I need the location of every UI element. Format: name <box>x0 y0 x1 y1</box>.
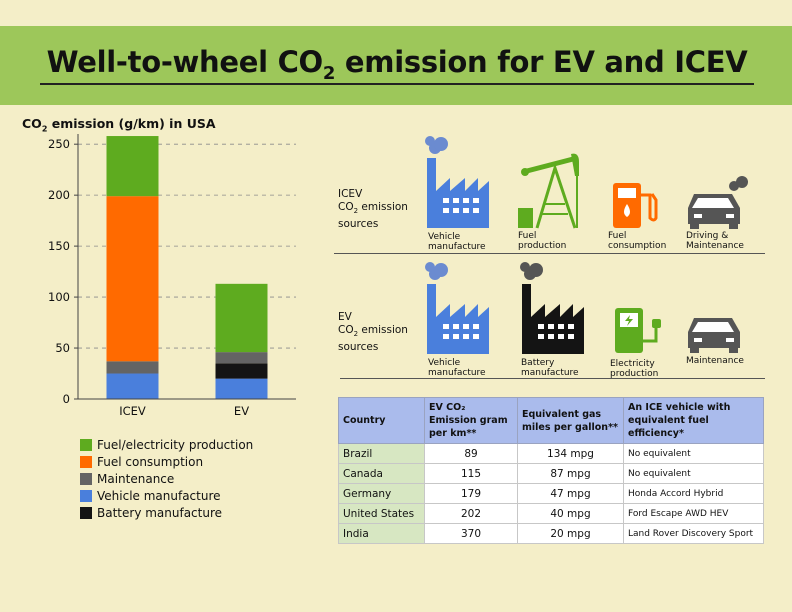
bar-segment <box>106 373 159 399</box>
legend-label: Maintenance <box>97 471 175 486</box>
fuel-pump-icon <box>613 183 658 228</box>
chart-legend: Fuel/electricity production Fuel consumpt… <box>80 436 253 521</box>
bar-chart: 0 50 100 150 200 250 ICEV EV <box>48 134 296 418</box>
cell-mpg: 87 mpg <box>517 463 624 484</box>
y-tick-label: 250 <box>48 137 70 151</box>
cell-vehicle: No equivalent <box>623 443 764 464</box>
ev-caption-maintenance: Maintenance <box>686 356 744 366</box>
title-underline <box>40 83 754 85</box>
table-row: United States 202 40 mpg Ford Escape AWD… <box>338 503 764 524</box>
icev-caption-fuel-consumption: Fuel consumption <box>608 231 667 251</box>
header-ev-emission: EV CO₂ Emission gram per km** <box>424 397 518 444</box>
y-tick-label: 100 <box>48 290 70 304</box>
y-tick-label: 50 <box>55 341 70 355</box>
legend-swatch <box>80 506 92 519</box>
legend-swatch <box>80 455 92 468</box>
ev-label-line1: EV <box>338 311 352 323</box>
ev-label-line2: CO2 emission <box>338 324 408 339</box>
chart-bars <box>106 136 268 399</box>
cell-mpg: 40 mpg <box>517 503 624 524</box>
y-tick-label: 150 <box>48 239 70 253</box>
ev-label-line3: sources <box>338 341 379 354</box>
icev-caption-vehicle: Vehicle manufacture <box>428 232 486 252</box>
cell-emission: 370 <box>424 523 518 544</box>
cell-mpg: 47 mpg <box>517 483 624 504</box>
legend-swatch <box>80 438 92 451</box>
factory-icon <box>425 136 489 228</box>
x-tick-label: ICEV <box>119 404 146 418</box>
icev-sources-label: ICEV CO2 emission sources <box>338 188 408 231</box>
legend-item: Fuel/electricity production <box>80 436 253 453</box>
ev-caption-battery: Battery manufacture <box>521 358 579 378</box>
grid-lines <box>74 143 296 400</box>
table-row: Germany 179 47 mpg Honda Accord Hybrid <box>338 483 764 504</box>
cell-mpg: 20 mpg <box>517 523 624 544</box>
x-tick-label: EV <box>234 404 249 418</box>
legend-label: Fuel/electricity production <box>97 437 254 452</box>
header-equivalent-mpg: Equivalent gas miles per gallon** <box>517 397 624 444</box>
legend-label: Battery manufacture <box>97 505 223 520</box>
icev-caption-driving: Driving & Maintenance <box>686 231 744 251</box>
y-tick-labels: 0 50 100 150 200 250 <box>48 137 70 406</box>
bar-segment <box>106 361 159 374</box>
icev-label-line2: CO2 emission <box>338 201 408 216</box>
table-row: Brazil 89 134 mpg No equivalent <box>338 443 764 464</box>
header-band <box>0 26 792 105</box>
battery-factory-icon <box>520 262 584 354</box>
page-title: Well-to-wheel CO2 emission for EV and IC… <box>46 45 748 84</box>
ev-caption-electricity: Electricity production <box>610 359 659 379</box>
ev-sources-label: EV CO2 emission sources <box>338 311 408 354</box>
icev-label-line1: ICEV <box>338 188 363 200</box>
y-tick-label: 200 <box>48 188 70 202</box>
legend-item: Battery manufacture <box>80 504 253 521</box>
legend-item: Maintenance <box>80 470 253 487</box>
bar-segment <box>215 378 268 399</box>
table-header-row: Country EV CO₂ Emission gram per km** Eq… <box>338 397 764 444</box>
icev-caption-fuel-production: Fuel production <box>518 231 567 251</box>
cell-emission: 89 <box>424 443 518 464</box>
cell-mpg: 134 mpg <box>517 443 624 464</box>
cell-emission: 202 <box>424 503 518 524</box>
header-country: Country <box>338 397 425 444</box>
legend-item: Vehicle manufacture <box>80 487 253 504</box>
bar-segment <box>215 352 268 364</box>
legend-swatch <box>80 489 92 502</box>
bar-segment <box>106 196 159 362</box>
legend-swatch <box>80 472 92 485</box>
cell-country: United States <box>338 503 425 524</box>
bar-segment <box>215 283 268 353</box>
cell-country: India <box>338 523 425 544</box>
x-tick-labels: ICEV EV <box>119 404 249 418</box>
car-icon <box>688 318 740 353</box>
table-row: India 370 20 mpg Land Rover Discovery Sp… <box>338 523 764 544</box>
chart-title: CO2 emission (g/km) in USA <box>22 116 216 134</box>
ev-caption-vehicle: Vehicle manufacture <box>428 358 486 378</box>
panel-divider-2 <box>340 378 765 379</box>
icev-label-line3: sources <box>338 218 379 231</box>
cell-vehicle: No equivalent <box>623 463 764 484</box>
cell-country: Brazil <box>338 443 425 464</box>
oil-pump-icon <box>518 153 579 229</box>
cell-emission: 179 <box>424 483 518 504</box>
bar-segment <box>215 363 268 379</box>
factory-icon <box>425 262 489 354</box>
charger-icon <box>615 308 661 353</box>
legend-label: Fuel consumption <box>97 454 204 469</box>
cell-vehicle: Ford Escape AWD HEV <box>623 503 764 524</box>
cell-vehicle: Honda Accord Hybrid <box>623 483 764 504</box>
bar-segment <box>106 136 159 197</box>
cell-country: Germany <box>338 483 425 504</box>
table-row: Canada 115 87 mpg No equivalent <box>338 463 764 484</box>
y-tick-label: 0 <box>63 392 70 406</box>
legend-label: Vehicle manufacture <box>97 488 221 503</box>
legend-item: Fuel consumption <box>80 453 253 470</box>
emissions-table: Country EV CO₂ Emission gram per km** Eq… <box>338 397 764 544</box>
cell-emission: 115 <box>424 463 518 484</box>
cell-country: Canada <box>338 463 425 484</box>
car-icon <box>688 176 748 229</box>
panel-divider-1 <box>334 253 765 254</box>
header-ice-vehicle: An ICE vehicle with equivalent fuel effi… <box>623 397 764 444</box>
cell-vehicle: Land Rover Discovery Sport <box>623 523 764 544</box>
